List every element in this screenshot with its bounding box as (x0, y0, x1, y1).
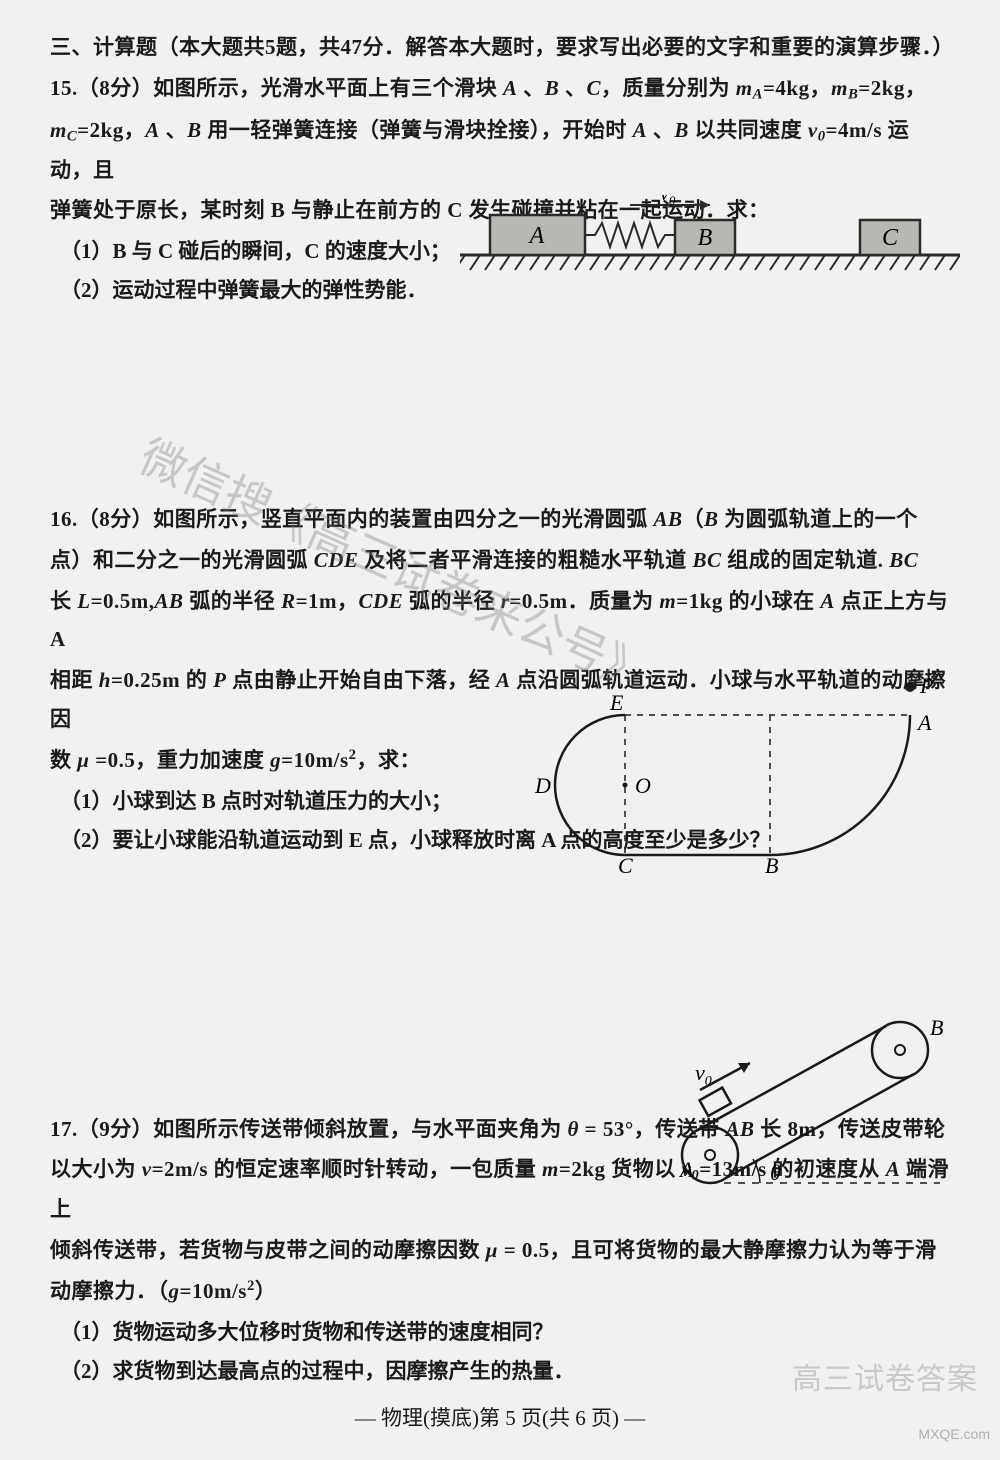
q17-line4: 动摩擦力．（g=10m/s2） (50, 1272, 950, 1311)
label-A: A (916, 710, 932, 735)
label-P: P (919, 675, 933, 698)
q17-part1: （1）货物运动多大位移时货物和传送带的速度相同？ (50, 1313, 950, 1352)
page: 微信搜《高三试卷来公号》 三、计算题（本大题共5题，共47分．解答本大题时，要求… (0, 0, 1000, 1460)
figure-15: A B C v0 (460, 195, 960, 275)
q16-line1: 16.（8分）如图所示，竖直平面内的装置由四分之一的光滑圆弧 AB（B 为圆弧轨… (50, 500, 950, 539)
label-A: A (678, 1157, 694, 1182)
label-O: O (635, 773, 651, 798)
label-B: B (698, 225, 713, 251)
label-D: D (534, 773, 551, 798)
label-A: A (528, 223, 545, 249)
figure-17-svg: A B v0 θ (640, 1005, 960, 1195)
figure-15-svg: A B C v0 (460, 195, 960, 275)
figure-17: A B v0 θ (640, 1005, 960, 1195)
label-B: B (765, 853, 778, 875)
q15-line2: mC=2kg，A 、B 用一轻弹簧连接（弹簧与滑块拴接），开始时 A 、B 以共… (50, 111, 950, 190)
problem-15: 15.（8分）如图所示，光滑水平面上有三个滑块 A 、B 、C，质量分别为 mA… (50, 69, 950, 470)
q16-line2: 点）和二分之一的光滑圆弧 CDE 及将二者平滑连接的粗糙水平轨道 BC 组成的固… (50, 541, 950, 580)
q15-part2: （2）运动过程中弹簧最大的弹性势能． (50, 271, 950, 310)
q16-line3: 长 L=0.5m,AB 弧的半径 R=1m，CDE 弧的半径 r=0.5m．质量… (50, 582, 950, 660)
label-C: C (618, 853, 633, 875)
label-v0: v0 (695, 1060, 712, 1089)
watermark-bottom: 高三试卷答案 (792, 1354, 978, 1398)
label-theta: θ (770, 1160, 781, 1185)
problem-16: 16.（8分）如图所示，竖直平面内的装置由四分之一的光滑圆弧 AB（B 为圆弧轨… (50, 500, 950, 1080)
label-E: E (609, 690, 624, 715)
label-v0: v0 (660, 195, 676, 208)
label-C: C (882, 225, 899, 251)
q17-line3: 倾斜传送带，若货物与皮带之间的动摩擦因数 μ = 0.5，且可将货物的最大静摩擦… (50, 1231, 950, 1270)
watermark-corner: MXQE.com (918, 1426, 990, 1442)
figure-16-svg: P A B C D E O (510, 675, 950, 875)
label-B: B (930, 1015, 943, 1040)
problem-17: 17.（9分）如图所示传送带倾斜放置，与水平面夹角为 θ = 53°，传送带 A… (50, 1110, 950, 1391)
figure-16: P A B C D E O (510, 675, 950, 875)
q15-line1: 15.（8分）如图所示，光滑水平面上有三个滑块 A 、B 、C，质量分别为 mA… (50, 69, 950, 109)
section-heading: 三、计算题（本大题共5题，共47分．解答本大题时，要求写出必要的文字和重要的演算… (50, 28, 950, 67)
